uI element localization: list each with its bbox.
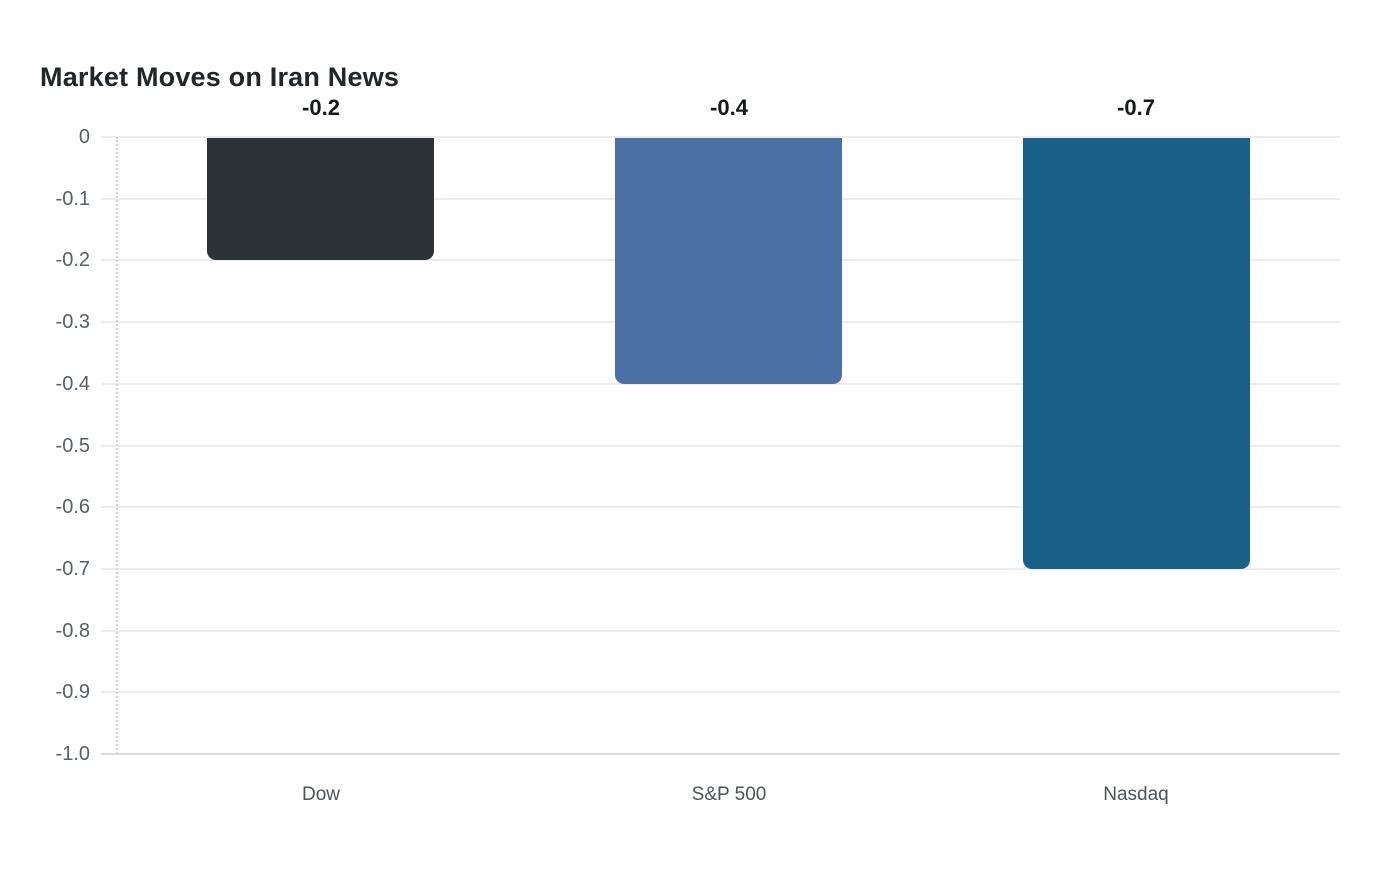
gridline xyxy=(101,444,1340,447)
bar-dow xyxy=(207,138,434,260)
y-tick-label: -0.8 xyxy=(55,619,90,642)
bar-value-label: -0.2 xyxy=(302,95,340,120)
x-category-label: Dow xyxy=(301,784,340,805)
bar-value-label: -0.4 xyxy=(710,95,748,120)
y-tick-label: -0.5 xyxy=(55,434,90,457)
y-tick-label: -1.0 xyxy=(55,743,90,765)
x-category-label: Nasdaq xyxy=(1103,784,1169,805)
y-tick-label: -0.3 xyxy=(55,311,90,334)
y-tick-label: -0.9 xyxy=(55,681,90,704)
x-axis-baseline xyxy=(101,753,1340,755)
bar-value-label: -0.7 xyxy=(1117,95,1155,120)
x-category-label: S&P 500 xyxy=(691,784,767,805)
y-axis-line xyxy=(116,137,118,754)
bar-nasdaq xyxy=(1023,138,1250,569)
y-tick-label: -0.7 xyxy=(55,557,90,580)
y-tick-label: -0.6 xyxy=(55,496,90,519)
gridline xyxy=(101,629,1340,632)
gridline xyxy=(101,691,1340,694)
y-tick-label: -0.2 xyxy=(55,249,90,272)
y-tick-label: 0 xyxy=(78,126,90,148)
y-tick-label: -0.1 xyxy=(55,187,90,210)
y-tick-label: -0.4 xyxy=(55,372,90,395)
chart-title: Market Moves on Iran News xyxy=(40,62,400,92)
gridline xyxy=(101,567,1340,570)
gridline xyxy=(101,506,1340,509)
bar-s-p-500 xyxy=(615,138,842,384)
gridline xyxy=(101,136,1340,138)
